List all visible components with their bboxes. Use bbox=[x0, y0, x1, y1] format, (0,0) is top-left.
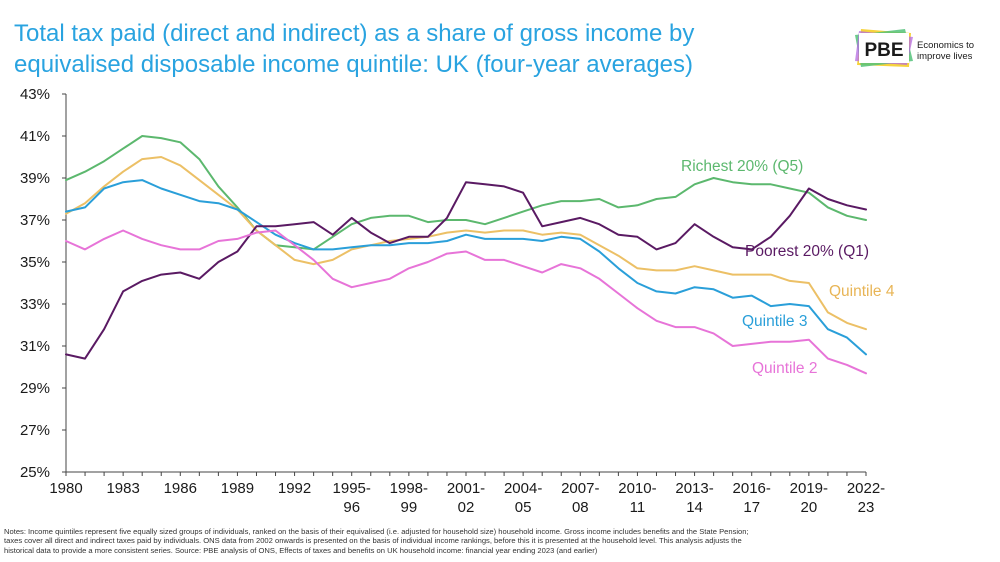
logo-panel bbox=[859, 33, 909, 63]
x-tick-label: 1983 bbox=[106, 480, 139, 497]
chart-title-line2: equivalised disposable income quintile: … bbox=[14, 51, 694, 78]
x-tick-label-line2: 17 bbox=[743, 499, 760, 516]
series-label-4: Quintile 2 bbox=[752, 360, 817, 377]
series-line-3 bbox=[65, 181, 867, 360]
chart-title-line1: Total tax paid (direct and indirect) as … bbox=[14, 20, 695, 47]
series-line-2 bbox=[65, 179, 867, 356]
x-tick-label: 1989 bbox=[221, 480, 254, 497]
x-tick-label-line2: 23 bbox=[858, 499, 875, 516]
y-tick-label: 31% bbox=[20, 338, 50, 355]
x-tick-label: 1995- bbox=[333, 480, 371, 497]
pbe-logo: PBE bbox=[855, 29, 913, 67]
series-label-1: Poorest 20% (Q1) bbox=[745, 243, 869, 260]
chart-series bbox=[65, 135, 867, 375]
x-tick-label-line2: 14 bbox=[686, 499, 703, 516]
x-tick-label: 2022- bbox=[847, 480, 885, 497]
x-tick-label: 2010- bbox=[618, 480, 656, 497]
y-tick-label: 35% bbox=[20, 254, 50, 271]
x-tick-label: 2019- bbox=[790, 480, 828, 497]
y-tick-label: 37% bbox=[20, 212, 50, 229]
x-tick-label: 1986 bbox=[164, 480, 197, 497]
x-tick-label-line2: 20 bbox=[801, 499, 818, 516]
y-tick-label: 43% bbox=[20, 86, 50, 103]
x-tick-label-line2: 11 bbox=[630, 499, 646, 516]
x-tick-label-line2: 08 bbox=[572, 499, 589, 516]
x-tick-label: 2004- bbox=[504, 480, 542, 497]
x-tick-label-line2: 96 bbox=[343, 499, 360, 516]
footnote-line3: historical data to provide a more consis… bbox=[4, 545, 598, 555]
y-tick-label: 41% bbox=[20, 128, 50, 145]
logo-text: PBE bbox=[864, 40, 903, 61]
footnote-line1: Notes: Income quintiles represent five e… bbox=[4, 527, 749, 536]
y-tick-label: 29% bbox=[20, 380, 50, 397]
x-tick-label: 2001- bbox=[447, 480, 485, 497]
y-tick-label: 33% bbox=[20, 296, 50, 313]
x-tick-label-line2: 05 bbox=[515, 499, 532, 516]
y-tick-label: 39% bbox=[20, 170, 50, 187]
chart-title: Total tax paid (direct and indirect) as … bbox=[14, 18, 794, 80]
x-tick-label: 1980 bbox=[49, 480, 82, 497]
x-tick-label: 2007- bbox=[561, 480, 599, 497]
x-tick-label: 1992 bbox=[278, 480, 311, 497]
series-label-3: Quintile 3 bbox=[742, 313, 807, 330]
series-line-4 bbox=[65, 229, 867, 375]
logo-tagline: Economics to improve lives bbox=[917, 40, 974, 62]
y-tick-label: 25% bbox=[20, 464, 50, 481]
series-line-0 bbox=[65, 135, 867, 251]
y-tick-label: 27% bbox=[20, 422, 50, 439]
series-label-0: Richest 20% (Q5) bbox=[681, 158, 803, 175]
footnote-line2: taxes cover all direct and indirect taxe… bbox=[4, 536, 742, 546]
logo-tagline-line2: improve lives bbox=[917, 51, 973, 62]
x-tick-label: 2013- bbox=[675, 480, 713, 497]
series-line-1 bbox=[65, 156, 867, 331]
x-tick-label: 1998- bbox=[390, 480, 428, 497]
x-tick-label-line2: 02 bbox=[458, 499, 475, 516]
series-label-2: Quintile 4 bbox=[829, 283, 895, 300]
chart-series-labels: Richest 20% (Q5) Poorest 20% (Q1) Quintile… bbox=[681, 158, 895, 377]
footnotes: Notes: Income quintiles represent five e… bbox=[4, 527, 996, 555]
x-tick-label-line2: 99 bbox=[401, 499, 418, 516]
chart-axes: 25% 27% 29% 31% 33% 35% 37% 39% 41% 43% 1980 1983 19… bbox=[20, 86, 885, 516]
logo-tagline-line1: Economics to bbox=[917, 40, 975, 51]
x-tick-label: 2016- bbox=[733, 480, 771, 497]
